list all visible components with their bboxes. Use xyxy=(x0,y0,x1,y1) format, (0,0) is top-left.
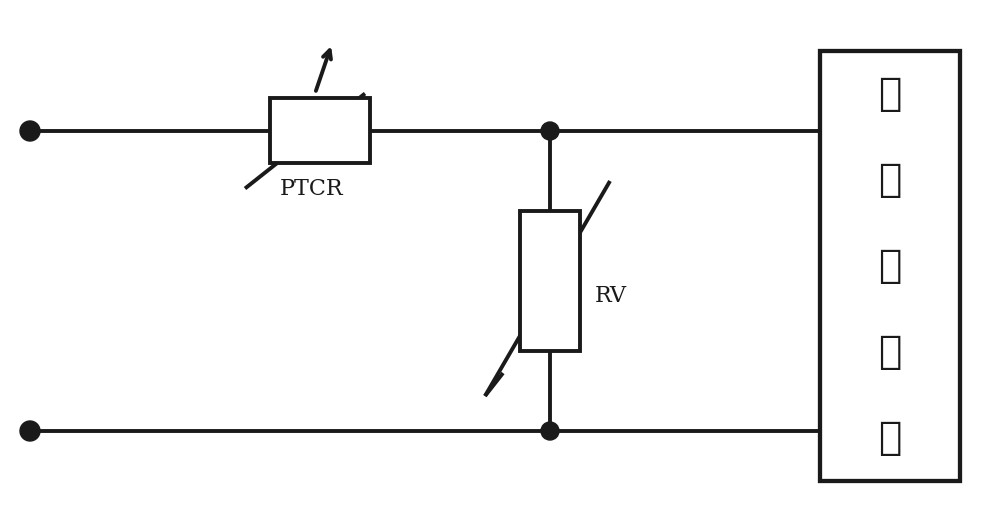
Circle shape xyxy=(20,121,40,141)
Text: 路: 路 xyxy=(878,419,902,457)
Text: 被: 被 xyxy=(878,75,902,113)
Text: 电: 电 xyxy=(878,333,902,371)
Text: 护: 护 xyxy=(878,247,902,285)
Text: 保: 保 xyxy=(878,161,902,199)
Circle shape xyxy=(541,122,559,140)
Circle shape xyxy=(20,421,40,441)
Bar xyxy=(820,51,960,481)
Circle shape xyxy=(541,422,559,440)
Bar xyxy=(270,98,370,164)
Bar xyxy=(520,211,580,351)
Text: RV: RV xyxy=(595,285,627,307)
Text: PTCR: PTCR xyxy=(280,178,344,201)
